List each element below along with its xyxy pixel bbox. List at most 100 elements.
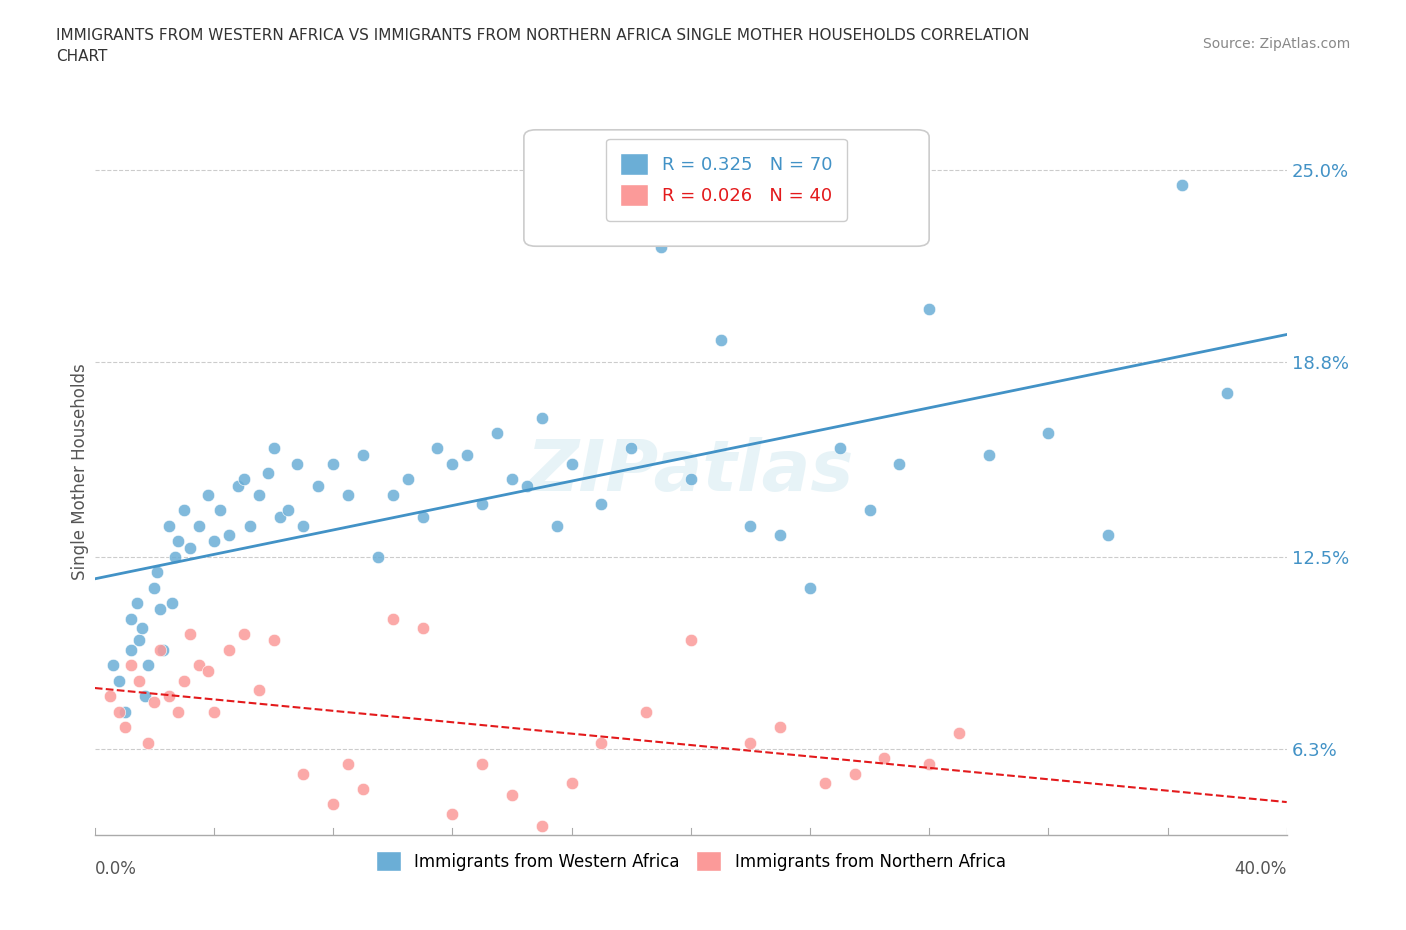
Point	[152, 643, 174, 658]
Point	[337, 757, 360, 772]
Legend: Immigrants from Western Africa, Immigrants from Northern Africa: Immigrants from Western Africa, Immigran…	[370, 844, 1012, 878]
Point	[247, 683, 270, 698]
Point	[120, 643, 142, 658]
Point	[162, 596, 184, 611]
Y-axis label: Single Mother Households: Single Mother Households	[72, 364, 89, 580]
Point	[98, 689, 121, 704]
Point	[381, 487, 404, 502]
Point	[292, 518, 315, 533]
Point	[530, 410, 553, 425]
Point	[149, 602, 172, 617]
Point	[396, 472, 419, 487]
Point	[239, 518, 262, 533]
Point	[516, 478, 538, 493]
Point	[149, 643, 172, 658]
Point	[634, 704, 657, 719]
Point	[337, 487, 360, 502]
Point	[441, 457, 464, 472]
Point	[197, 487, 219, 502]
Point	[143, 695, 166, 710]
Point	[277, 503, 299, 518]
Point	[101, 658, 124, 672]
Point	[292, 766, 315, 781]
Point	[799, 580, 821, 595]
Point	[197, 664, 219, 679]
Point	[188, 658, 211, 672]
Point	[263, 633, 285, 648]
Point	[165, 550, 187, 565]
Point	[650, 240, 672, 255]
Point	[471, 757, 494, 772]
Point	[620, 441, 643, 456]
Point	[114, 720, 136, 735]
Point	[352, 781, 374, 796]
FancyBboxPatch shape	[524, 130, 929, 246]
Point	[322, 797, 344, 812]
Point	[456, 447, 478, 462]
Point	[412, 509, 434, 524]
Point	[202, 704, 225, 719]
Point	[157, 518, 180, 533]
Point	[269, 509, 291, 524]
Point	[173, 673, 195, 688]
Point	[287, 457, 309, 472]
Point	[128, 673, 150, 688]
Point	[591, 497, 613, 512]
Point	[844, 766, 866, 781]
Point	[679, 472, 702, 487]
Point	[179, 540, 201, 555]
Point	[134, 689, 156, 704]
Point	[814, 776, 837, 790]
Point	[561, 457, 583, 472]
Point	[889, 457, 911, 472]
Point	[157, 689, 180, 704]
Point	[1216, 385, 1239, 400]
Point	[501, 788, 523, 803]
Point	[125, 596, 148, 611]
Point	[226, 478, 249, 493]
Point	[232, 627, 254, 642]
Point	[546, 518, 568, 533]
Point	[120, 658, 142, 672]
Text: Source: ZipAtlas.com: Source: ZipAtlas.com	[1202, 37, 1350, 51]
Point	[501, 472, 523, 487]
Text: ZIPatlas: ZIPatlas	[527, 437, 855, 506]
Point	[679, 633, 702, 648]
Point	[740, 735, 762, 750]
Point	[146, 565, 169, 579]
Point	[769, 527, 792, 542]
Point	[828, 441, 851, 456]
Point	[1038, 426, 1060, 441]
Point	[188, 518, 211, 533]
Point	[263, 441, 285, 456]
Point	[218, 643, 240, 658]
Point	[247, 487, 270, 502]
Point	[412, 620, 434, 635]
Point	[138, 658, 160, 672]
Point	[107, 704, 129, 719]
Point	[591, 735, 613, 750]
Point	[1171, 178, 1194, 193]
Point	[769, 720, 792, 735]
Point	[441, 806, 464, 821]
Point	[858, 503, 880, 518]
Point	[873, 751, 896, 765]
Point	[948, 725, 970, 740]
Point	[918, 301, 941, 316]
Point	[381, 611, 404, 626]
Point	[114, 704, 136, 719]
Point	[322, 457, 344, 472]
Point	[131, 620, 153, 635]
Point	[208, 503, 231, 518]
Point	[307, 478, 329, 493]
Point	[740, 518, 762, 533]
Point	[179, 627, 201, 642]
Point	[107, 673, 129, 688]
Point	[256, 466, 278, 481]
Point	[202, 534, 225, 549]
Point	[167, 534, 190, 549]
Point	[471, 497, 494, 512]
Point	[977, 447, 1000, 462]
Text: IMMIGRANTS FROM WESTERN AFRICA VS IMMIGRANTS FROM NORTHERN AFRICA SINGLE MOTHER : IMMIGRANTS FROM WESTERN AFRICA VS IMMIGR…	[56, 28, 1029, 64]
Point	[530, 818, 553, 833]
